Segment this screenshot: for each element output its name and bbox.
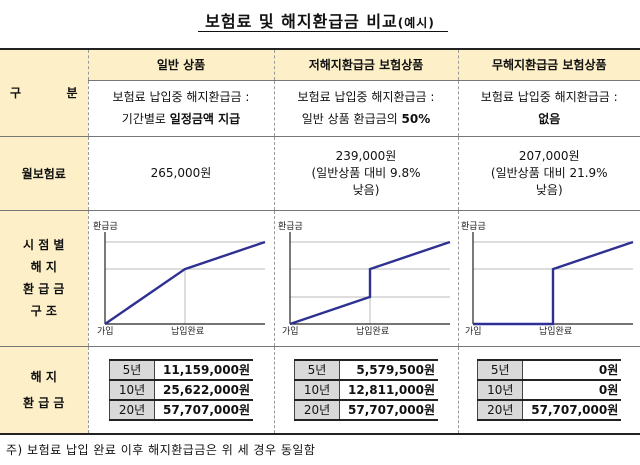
premium-label: 월보험료 bbox=[0, 136, 89, 211]
refund-no-refund: 5년 0원 10년 0원 20년 57,707,000원 bbox=[458, 346, 640, 435]
refund-row: 10년 12,811,000원 bbox=[294, 379, 438, 401]
refund-row: 10년 0원 bbox=[477, 379, 622, 401]
refund-value: 0원 bbox=[522, 358, 622, 381]
refund-table-low-refund: 5년 5,579,500원 10년 12,811,000원 20년 57,707,000원 bbox=[294, 358, 438, 421]
chart-x-label-mid: 납입완료 bbox=[356, 325, 389, 337]
chart-x-label-mid: 납입완료 bbox=[171, 325, 204, 337]
refund-value: 12,811,000원 bbox=[339, 379, 438, 401]
desc-no-refund: 보험료 납입중 해지환급금 : 없음 bbox=[458, 80, 640, 137]
header-no-refund: 무해지환급금 보험상품 bbox=[458, 48, 640, 81]
refund-row: 20년 57,707,000원 bbox=[109, 399, 253, 421]
chart-series-line bbox=[289, 240, 451, 326]
refund-year: 10년 bbox=[477, 379, 524, 401]
refund-low-refund: 5년 5,579,500원 10년 12,811,000원 20년 57,707,000원 bbox=[274, 346, 459, 435]
premium-general: 265,000원 bbox=[88, 136, 275, 211]
header-general: 일반 상품 bbox=[88, 48, 275, 81]
title-main: 보험료 및 해지환급금 비교 bbox=[205, 12, 398, 31]
refund-value: 57,707,000원 bbox=[339, 399, 438, 421]
header-low-refund: 저해지환급금 보험상품 bbox=[274, 48, 459, 81]
refund-table-no-refund: 5년 0원 10년 0원 20년 57,707,000원 bbox=[477, 358, 622, 421]
title-suffix: (예시) bbox=[397, 16, 435, 30]
chart-x-label-start: 가입 bbox=[97, 325, 114, 337]
refund-value: 0원 bbox=[522, 379, 622, 401]
refund-label: 해 지 환 급 금 bbox=[0, 346, 89, 435]
chart-y-label: 환급금 bbox=[278, 220, 303, 232]
desc-low-refund: 보험료 납입중 해지환급금 : 일반 상품 환급금의 50% bbox=[274, 80, 459, 137]
chart-x-label-mid: 납입완료 bbox=[539, 325, 572, 337]
chart-y-label: 환급금 bbox=[93, 220, 118, 232]
refund-row: 5년 5,579,500원 bbox=[294, 358, 438, 381]
desc-general: 보험료 납입중 해지환급금 : 기간별로 일정금액 지급 bbox=[88, 80, 275, 137]
page-title: 보험료 및 해지환급금 비교(예시) bbox=[0, 8, 640, 32]
chart-series-line bbox=[104, 240, 266, 325]
chart-y-label: 환급금 bbox=[461, 220, 486, 232]
refund-row: 10년 25,622,000원 bbox=[109, 379, 253, 401]
refund-year: 10년 bbox=[109, 379, 155, 401]
refund-row: 5년 0원 bbox=[477, 358, 622, 381]
chart-x-label-start: 가입 bbox=[282, 325, 299, 337]
refund-year: 20년 bbox=[109, 399, 155, 421]
refund-value: 57,707,000원 bbox=[522, 399, 622, 421]
premium-no-refund: 207,000원 (일반상품 대비 21.9% 낮음) bbox=[458, 136, 640, 211]
refund-row: 20년 57,707,000원 bbox=[294, 399, 438, 421]
chart-x-label-start: 가입 bbox=[465, 325, 482, 337]
refund-value: 11,159,000원 bbox=[154, 358, 253, 381]
refund-year: 20년 bbox=[477, 399, 524, 421]
refund-year: 20년 bbox=[294, 399, 340, 421]
refund-table-general: 5년 11,159,000원 10년 25,622,000원 20년 57,707,000… bbox=[109, 358, 253, 421]
chart-section-label: 시 점 별 해 지 환 급 금 구 조 bbox=[0, 210, 89, 347]
refund-value: 5,579,500원 bbox=[339, 358, 438, 381]
refund-year: 5년 bbox=[109, 358, 155, 381]
refund-row: 20년 57,707,000원 bbox=[477, 399, 622, 421]
chart-series-line bbox=[473, 240, 634, 326]
label-gu: 구 bbox=[10, 86, 22, 101]
refund-general: 5년 11,159,000원 10년 25,622,000원 20년 57,707,000… bbox=[88, 346, 275, 435]
label-bun: 분 bbox=[66, 86, 78, 101]
title-underline bbox=[198, 31, 448, 32]
refund-value: 57,707,000원 bbox=[154, 399, 253, 421]
footnote: 주) 보험료 납입 완료 이후 해지환급금은 위 세 경우 동일함 bbox=[6, 443, 316, 457]
refund-year: 5년 bbox=[294, 358, 340, 381]
refund-value: 25,622,000원 bbox=[154, 379, 253, 401]
premium-low-refund: 239,000원 (일반상품 대비 9.8% 낮음) bbox=[274, 136, 459, 211]
refund-row: 5년 11,159,000원 bbox=[109, 358, 253, 381]
refund-year: 10년 bbox=[294, 379, 340, 401]
refund-year: 5년 bbox=[477, 358, 524, 381]
